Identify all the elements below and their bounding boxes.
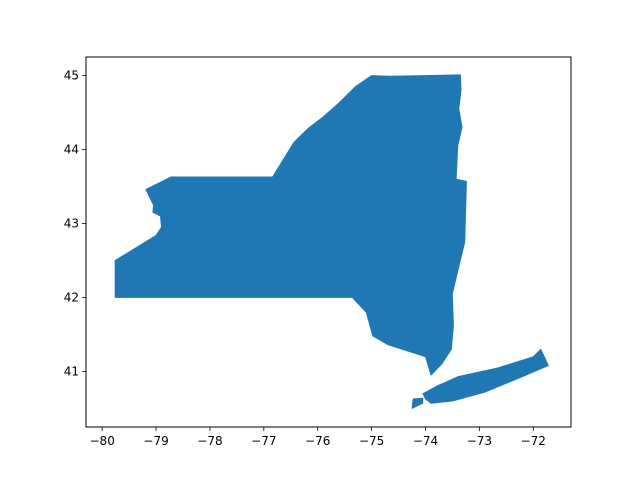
region-shape-mainland	[114, 74, 467, 376]
plot-area	[114, 74, 549, 409]
y-tick-label: 43	[64, 217, 79, 231]
x-tick-label: −79	[143, 434, 168, 448]
x-tick-label: −74	[413, 434, 438, 448]
x-tick-label: −77	[251, 434, 276, 448]
y-axis: 41 42 43 44 45	[64, 69, 86, 379]
y-tick-label: 41	[64, 365, 79, 379]
y-tick-label: 45	[64, 69, 79, 83]
x-axis: −80 −79 −78 −77 −76 −75 −74 −73 −72	[90, 427, 546, 448]
x-tick-label: −75	[359, 434, 384, 448]
x-tick-label: −72	[521, 434, 546, 448]
x-tick-label: −73	[467, 434, 492, 448]
x-tick-label: −80	[90, 434, 115, 448]
y-tick-label: 44	[64, 143, 79, 157]
region-shape-staten-island	[411, 397, 424, 409]
axes-frame	[85, 56, 572, 428]
x-tick-label: −76	[305, 434, 330, 448]
y-tick-label: 42	[64, 291, 79, 305]
region-shape-long-island	[422, 348, 549, 404]
x-tick-label: −78	[197, 434, 222, 448]
